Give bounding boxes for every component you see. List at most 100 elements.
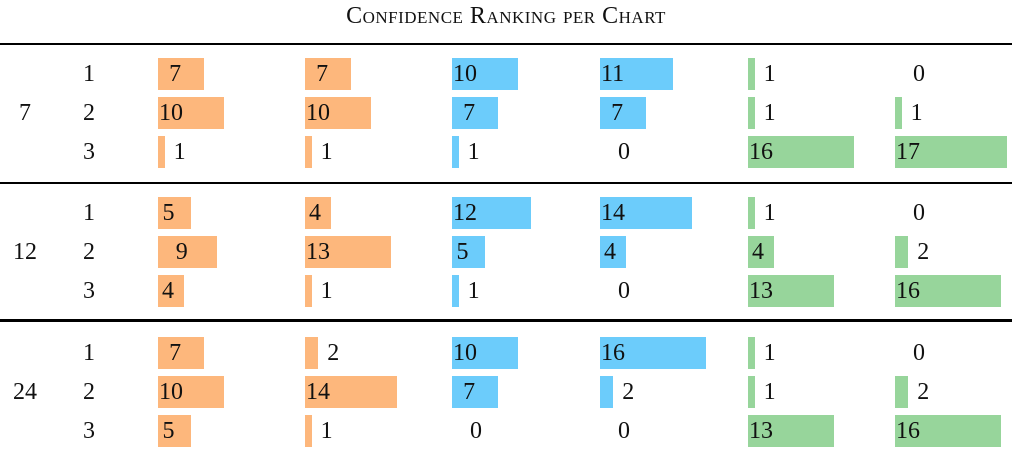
value-label: 1 bbox=[763, 61, 776, 87]
value-label: 0 bbox=[618, 418, 630, 444]
value-bar bbox=[452, 337, 518, 369]
value-bar bbox=[305, 275, 312, 307]
group-label: 24 bbox=[13, 379, 37, 405]
value-bar bbox=[600, 97, 647, 129]
value-bar bbox=[895, 275, 1001, 307]
value-bar bbox=[452, 58, 518, 90]
value-bar bbox=[600, 236, 627, 268]
value-label: 14 bbox=[601, 200, 625, 226]
value-label: 10 bbox=[159, 379, 183, 405]
value-bar bbox=[305, 97, 371, 129]
value-label: 2 bbox=[327, 340, 340, 366]
value-label: 10 bbox=[453, 61, 477, 87]
value-bar bbox=[305, 376, 398, 408]
chart-title-text: Confidence Ranking per Chart bbox=[346, 3, 666, 29]
value-bar bbox=[452, 236, 485, 268]
top-rule bbox=[0, 43, 1012, 45]
value-label: 5 bbox=[456, 239, 469, 265]
value-label: 9 bbox=[175, 239, 188, 265]
value-bar bbox=[895, 236, 909, 268]
value-label: 14 bbox=[306, 379, 330, 405]
value-label: 1 bbox=[320, 418, 333, 444]
value-label: 5 bbox=[162, 200, 175, 226]
value-bar bbox=[895, 97, 902, 129]
value-label: 10 bbox=[306, 100, 330, 126]
group-label: 12 bbox=[13, 239, 37, 265]
value-bar bbox=[600, 197, 693, 229]
value-label: 7 bbox=[316, 61, 329, 87]
value-label: 1 bbox=[173, 139, 186, 165]
value-bar bbox=[895, 136, 1008, 168]
value-bar bbox=[158, 376, 224, 408]
rank-label: 1 bbox=[83, 340, 95, 366]
value-label: 1 bbox=[320, 278, 333, 304]
value-bar bbox=[748, 275, 834, 307]
value-label: 4 bbox=[309, 200, 321, 226]
value-label: 7 bbox=[611, 100, 624, 126]
value-bar bbox=[895, 415, 1001, 447]
value-label: 7 bbox=[463, 379, 476, 405]
rank-label: 3 bbox=[83, 278, 95, 304]
value-label: 10 bbox=[453, 340, 477, 366]
group-separator-2 bbox=[0, 319, 1012, 322]
value-label: 1 bbox=[763, 340, 776, 366]
value-bar bbox=[305, 58, 352, 90]
value-label: 4 bbox=[604, 239, 616, 265]
value-label: 10 bbox=[159, 100, 183, 126]
value-label: 7 bbox=[169, 340, 182, 366]
value-bar bbox=[748, 58, 755, 90]
value-bar bbox=[452, 97, 499, 129]
value-bar bbox=[158, 58, 205, 90]
value-label: 11 bbox=[601, 61, 625, 87]
value-label: 1 bbox=[467, 139, 480, 165]
value-label: 0 bbox=[913, 340, 925, 366]
value-label: 4 bbox=[752, 239, 764, 265]
group-separator-1 bbox=[0, 182, 1012, 184]
value-label: 1 bbox=[763, 100, 776, 126]
value-label: 0 bbox=[913, 61, 925, 87]
value-bar bbox=[305, 337, 319, 369]
value-bar bbox=[895, 376, 909, 408]
value-bar bbox=[452, 136, 459, 168]
value-bar bbox=[305, 136, 312, 168]
rank-label: 3 bbox=[83, 418, 95, 444]
value-label: 1 bbox=[763, 200, 776, 226]
value-bar bbox=[748, 415, 834, 447]
rank-label: 3 bbox=[83, 139, 95, 165]
value-bar bbox=[158, 337, 205, 369]
value-bar bbox=[748, 236, 775, 268]
value-label: 0 bbox=[618, 278, 630, 304]
value-label: 17 bbox=[896, 139, 920, 165]
value-label: 1 bbox=[320, 139, 333, 165]
value-bar bbox=[305, 415, 312, 447]
chart-title: Confidence Ranking per Chart bbox=[0, 3, 1012, 30]
value-label: 2 bbox=[917, 239, 930, 265]
value-label: 13 bbox=[306, 239, 330, 265]
value-bar bbox=[748, 337, 755, 369]
value-label: 16 bbox=[896, 418, 920, 444]
value-bar bbox=[452, 275, 459, 307]
value-label: 1 bbox=[467, 278, 480, 304]
value-label: 7 bbox=[169, 61, 182, 87]
value-label: 2 bbox=[917, 379, 930, 405]
value-label: 0 bbox=[470, 418, 482, 444]
rank-label: 1 bbox=[83, 200, 95, 226]
value-label: 13 bbox=[749, 278, 773, 304]
value-bar bbox=[600, 58, 673, 90]
rank-label: 2 bbox=[83, 379, 95, 405]
rank-label: 1 bbox=[83, 61, 95, 87]
value-bar bbox=[158, 415, 191, 447]
value-bar bbox=[600, 376, 614, 408]
value-bar bbox=[305, 197, 332, 229]
value-label: 2 bbox=[622, 379, 635, 405]
value-bar bbox=[600, 337, 706, 369]
value-label: 1 bbox=[763, 379, 776, 405]
value-bar bbox=[748, 97, 755, 129]
value-bar bbox=[158, 197, 191, 229]
value-label: 7 bbox=[463, 100, 476, 126]
rank-label: 2 bbox=[83, 239, 95, 265]
value-bar bbox=[748, 197, 755, 229]
value-label: 16 bbox=[601, 340, 625, 366]
value-label: 16 bbox=[896, 278, 920, 304]
group-label: 7 bbox=[19, 100, 31, 126]
